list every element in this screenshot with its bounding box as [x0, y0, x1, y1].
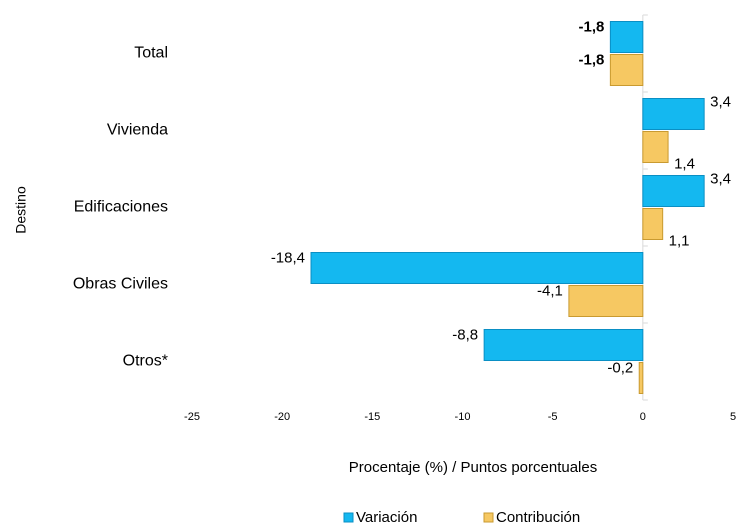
data-label: -1,8 — [579, 18, 605, 35]
data-label: -1,8 — [579, 51, 605, 68]
bar — [609, 54, 644, 86]
data-label: -18,4 — [271, 249, 305, 266]
data-label: 1,4 — [674, 155, 695, 172]
y-tick-label: Otros* — [123, 353, 168, 370]
y-axis-title: Destino — [13, 186, 29, 234]
bar — [642, 208, 664, 240]
bar — [483, 329, 644, 361]
x-tick-label: 5 — [730, 411, 736, 423]
y-tick-label: Obras Civiles — [73, 276, 168, 293]
bar — [642, 175, 705, 207]
bar — [642, 131, 669, 163]
x-tick-label: -10 — [455, 411, 471, 423]
x-tick-label: -25 — [184, 411, 200, 423]
data-label: -8,8 — [452, 326, 478, 343]
bar — [310, 252, 644, 284]
x-tick-label: 0 — [640, 411, 646, 423]
legend-label: Variación — [356, 509, 417, 525]
y-tick-label: Vivienda — [107, 122, 168, 139]
data-label: 1,1 — [669, 232, 690, 249]
legend-swatch — [343, 512, 354, 523]
x-axis-title: Procentaje (%) / Puntos porcentuales — [349, 459, 597, 476]
x-tick-label: -15 — [364, 411, 380, 423]
bar — [609, 21, 644, 53]
bar — [568, 285, 644, 317]
y-tick-label: Edificaciones — [74, 199, 168, 216]
x-tick-label: -20 — [274, 411, 290, 423]
y-tick-label: Total — [134, 45, 168, 62]
legend-swatch — [483, 512, 494, 523]
bar — [638, 362, 644, 394]
data-label: -0,2 — [607, 359, 633, 376]
data-label: 3,4 — [710, 170, 731, 187]
data-label: -4,1 — [537, 282, 563, 299]
bar — [642, 98, 705, 130]
legend-label: Contribución — [496, 509, 580, 525]
x-tick-label: -5 — [548, 411, 558, 423]
data-label: 3,4 — [710, 93, 731, 110]
